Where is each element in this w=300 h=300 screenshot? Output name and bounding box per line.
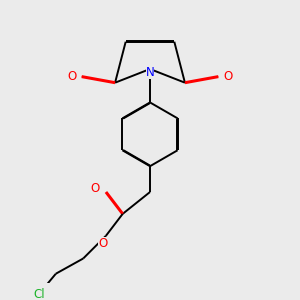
Text: O: O	[224, 70, 233, 83]
Text: O: O	[91, 182, 100, 196]
Text: O: O	[98, 237, 108, 250]
Text: O: O	[67, 70, 76, 83]
Text: N: N	[146, 66, 154, 79]
Text: Cl: Cl	[33, 289, 45, 300]
